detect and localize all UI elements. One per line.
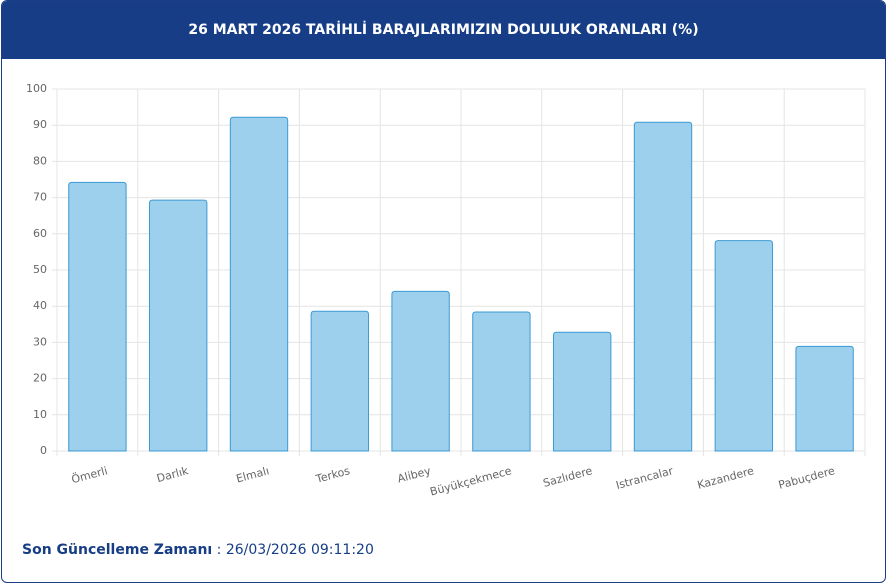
footer: Son Güncelleme Zamanı : 26/03/2026 09:11… [22,542,374,558]
bar [633,121,693,452]
x-tick-label: Elmalı [235,464,271,485]
x-tick-label: Büyükçekmece [429,464,514,498]
y-tick-label: 0 [40,444,47,457]
y-tick-label: 40 [33,299,47,312]
bar [391,290,450,452]
bar [229,116,289,452]
footer-timestamp: 26/03/2026 09:11:20 [225,542,374,558]
footer-label: Son Güncelleme Zamanı [22,542,213,558]
x-tick-label: Sazlıdere [542,464,594,490]
y-tick-label: 30 [33,335,47,348]
bar [795,345,854,452]
x-tick-label: Alibey [396,464,433,485]
bar [714,240,773,452]
y-tick-label: 80 [33,154,47,167]
x-tick-label: Istrancalar [615,464,675,492]
chart-title: 26 MART 2026 TARİHLİ BARAJLARIMIZIN DOLU… [2,1,885,59]
bar [68,181,127,452]
y-tick-label: 50 [33,263,47,276]
y-tick-label: 90 [33,118,47,131]
footer-separator: : [216,542,222,558]
x-tick-label: Darlık [155,464,190,485]
x-tick-label: Pabuçdere [777,464,836,492]
bar [553,331,612,452]
bar [472,311,531,452]
y-tick-label: 10 [33,408,47,421]
x-tick-label: Ömerli [70,464,109,486]
bar [310,310,369,452]
y-tick-label: 60 [33,227,47,240]
bar [149,199,208,452]
y-tick-label: 100 [26,82,47,95]
x-tick-label: Terkos [314,464,352,486]
y-tick-label: 70 [33,191,47,204]
x-tick-label: Kazandere [696,464,756,492]
y-tick-label: 20 [33,372,47,385]
